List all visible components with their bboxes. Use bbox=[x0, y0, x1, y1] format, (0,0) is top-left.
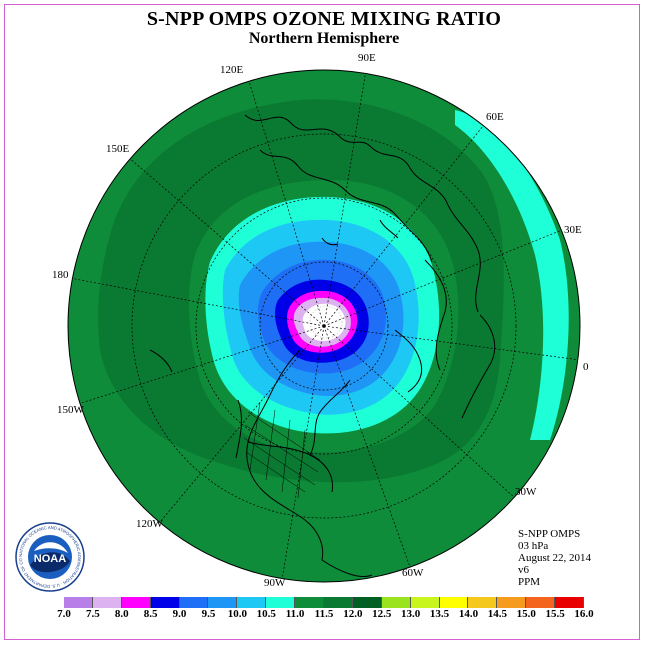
longitude-labels: 90E 60E 30E 0 30W 60W 90W 120W 150W 180 … bbox=[52, 52, 589, 589]
colorbar-labels: 7.0 7.5 8.0 8.5 9.0 9.5 10.0 10.5 11.0 11.5 12.0 12… bbox=[0, 608, 648, 624]
map-border bbox=[67, 69, 581, 583]
coastlines bbox=[149, 114, 496, 577]
lon-label: 90W bbox=[264, 577, 286, 589]
colorbar-segment bbox=[381, 597, 411, 608]
pole-stipple bbox=[309, 305, 343, 339]
map-title: S-NPP OMPS OZONE MIXING RATIO bbox=[146, 8, 502, 30]
lon-label: 0 bbox=[583, 361, 589, 373]
info-version: v6 bbox=[518, 564, 529, 576]
lon-label: 90E bbox=[358, 52, 376, 64]
colorbar-segment bbox=[295, 597, 325, 608]
colorbar-segment bbox=[208, 597, 238, 608]
colorbar-label: 13.5 bbox=[429, 608, 450, 620]
info-instrument: S-NPP OMPS bbox=[518, 528, 581, 540]
page-frame bbox=[4, 4, 640, 640]
colorbar-segment bbox=[555, 597, 585, 608]
colorbar-label: 13.0 bbox=[401, 608, 421, 620]
colorbar-label: 12.5 bbox=[372, 608, 392, 620]
info-level: 03 hPa bbox=[518, 540, 549, 552]
colorbar-label: 10.5 bbox=[256, 608, 276, 620]
lon-label: 60W bbox=[402, 567, 424, 579]
colorbar-label: 7.0 bbox=[57, 608, 71, 620]
noaa-logo: NOAA NATIONAL OCEANIC AND ATMOSPHERIC AD… bbox=[14, 521, 85, 592]
contour-10-5-east bbox=[455, 110, 569, 440]
colorbar-label: 9.0 bbox=[172, 608, 187, 620]
colorbar bbox=[64, 597, 585, 608]
colorbar-segment bbox=[179, 597, 209, 608]
colorbar-segment bbox=[237, 597, 267, 608]
colorbar-segment bbox=[150, 597, 180, 608]
colorbar-segment bbox=[92, 597, 122, 608]
colorbar-segment bbox=[410, 597, 440, 608]
colorbar-segment bbox=[324, 597, 353, 608]
lon-label: 30W bbox=[515, 486, 537, 498]
colorbar-label: 14.0 bbox=[458, 608, 479, 620]
lon-label: 150E bbox=[106, 143, 130, 155]
colorbar-segment bbox=[497, 597, 527, 608]
lon-label: 120E bbox=[220, 64, 244, 76]
colorbar-label: 11.0 bbox=[285, 608, 305, 620]
colorbar-segment bbox=[468, 597, 498, 608]
colorbar-label: 7.5 bbox=[86, 608, 100, 620]
noaa-logo-text: NOAA bbox=[34, 553, 66, 565]
colorbar-segment bbox=[439, 597, 469, 608]
colorbar-label: 11.5 bbox=[314, 608, 334, 620]
colorbar-segment bbox=[121, 597, 151, 608]
info-units: PPM bbox=[518, 576, 541, 588]
colorbar-label: 15.0 bbox=[516, 608, 536, 620]
colorbar-label: 14.5 bbox=[487, 608, 507, 620]
us-state-grid bbox=[243, 401, 321, 499]
lon-label: 60E bbox=[486, 111, 504, 123]
info-block: S-NPP OMPS 03 hPa August 22, 2014 v6 PPM bbox=[518, 528, 591, 588]
colorbar-label: 8.5 bbox=[143, 608, 158, 620]
colorbar-label: 9.5 bbox=[201, 608, 216, 620]
graticule bbox=[69, 70, 580, 581]
colorbar-label: 10.0 bbox=[227, 608, 247, 620]
lon-label: 30E bbox=[564, 224, 582, 236]
lon-label: 150W bbox=[57, 404, 85, 416]
colorbar-label: 16.0 bbox=[574, 608, 594, 620]
lon-label: 120W bbox=[136, 518, 164, 530]
colorbar-label: 12.0 bbox=[343, 608, 363, 620]
colorbar-label: 8.0 bbox=[114, 608, 129, 620]
lon-label: 180 bbox=[52, 269, 69, 281]
colorbar-segment bbox=[526, 597, 556, 608]
info-date: August 22, 2014 bbox=[518, 552, 592, 564]
colorbar-segment bbox=[266, 597, 296, 608]
colorbar-label: 15.5 bbox=[545, 608, 565, 620]
colorbar-segment bbox=[64, 597, 93, 608]
colorbar-segment bbox=[352, 597, 382, 608]
map-subtitle: Northern Hemisphere bbox=[248, 30, 400, 47]
